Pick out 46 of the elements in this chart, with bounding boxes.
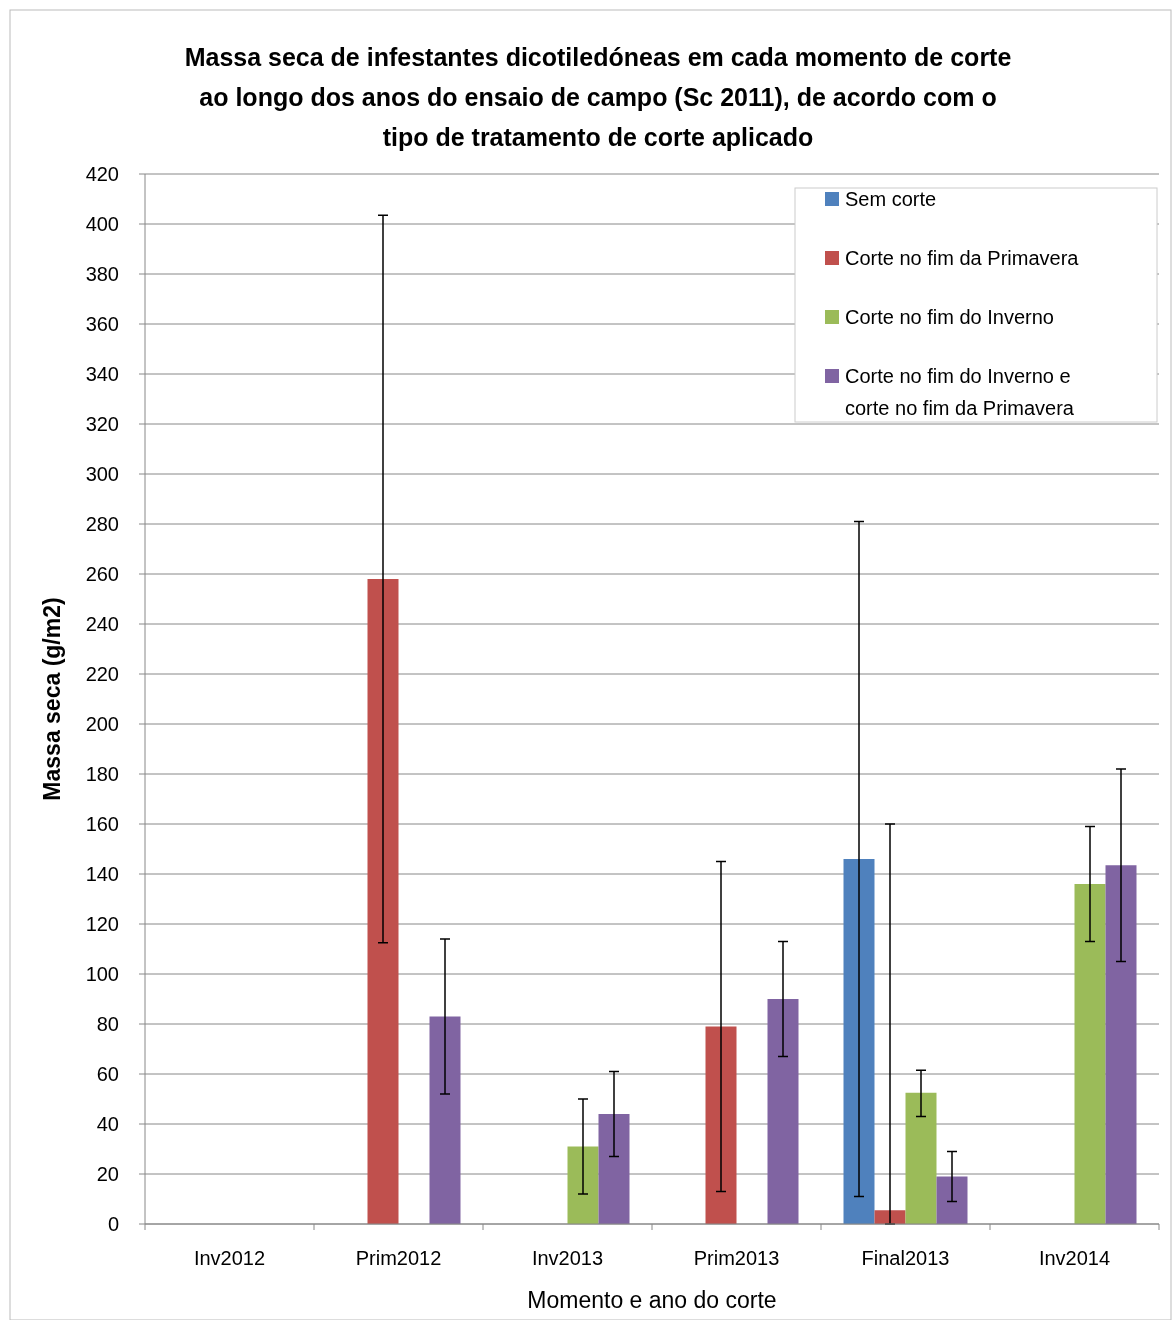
x-axis-title: Momento e ano do corte	[527, 1287, 777, 1313]
bar	[936, 1176, 968, 1224]
y-tick-label: 100	[85, 963, 119, 985]
bar	[767, 999, 799, 1224]
x-tick-label: Inv2013	[531, 1247, 604, 1269]
bar	[367, 579, 399, 1224]
y-tick-label: 180	[85, 763, 119, 785]
x-tick-label: Inv2012	[193, 1247, 266, 1269]
x-tick-label: Prim2013	[693, 1247, 780, 1269]
y-tick-label: 20	[96, 1163, 119, 1185]
chart-title: Massa seca de infestantes dicotiledóneas em cada momento de corte ao longo dos anos do ensaio de campo (Sc 2011), de acordo com o tipo de tratamento de corte aplicado	[184, 43, 1012, 151]
bar	[1105, 865, 1137, 1224]
y-tick-label: 340	[85, 363, 119, 385]
bar	[429, 1016, 461, 1224]
y-tick-label: 0	[107, 1213, 119, 1235]
y-tick-label: 140	[85, 863, 119, 885]
y-tick-label: 200	[85, 713, 119, 735]
y-tick-label: 80	[96, 1013, 119, 1035]
bar	[905, 1092, 937, 1224]
y-tick-label: 380	[85, 263, 119, 285]
y-tick-label: 240	[85, 613, 119, 635]
y-tick-label: 300	[85, 463, 119, 485]
x-tick-label: Final2013	[861, 1247, 950, 1269]
bar	[843, 859, 875, 1224]
y-axis-title: Massa seca (g/m2)	[39, 597, 65, 801]
y-tick-label: 320	[85, 413, 119, 435]
x-tick-label: Prim2012	[355, 1247, 442, 1269]
y-tick-label: 360	[85, 313, 119, 335]
legend-label: Corte no fim da Primavera	[845, 247, 1080, 269]
bar	[598, 1114, 630, 1224]
bar	[705, 1026, 737, 1224]
legend-label: Corte no fim do Inverno	[845, 306, 1054, 328]
y-tick-label: 120	[85, 913, 119, 935]
legend-label: Corte no fim do Inverno e corte no fim da Primavera	[845, 365, 1075, 419]
y-tick-label: 40	[96, 1113, 119, 1135]
bar	[1074, 884, 1106, 1224]
x-tick-label: Inv2014	[1038, 1247, 1111, 1269]
y-tick-label: 280	[85, 513, 119, 535]
y-tick-label: 220	[85, 663, 119, 685]
y-tick-label: 420	[85, 163, 119, 185]
y-tick-label: 160	[85, 813, 119, 835]
y-tick-label: 260	[85, 563, 119, 585]
y-tick-label: 400	[85, 213, 119, 235]
y-tick-label: 60	[96, 1063, 119, 1085]
legend-label: Sem corte	[845, 188, 937, 210]
bar	[567, 1146, 599, 1224]
